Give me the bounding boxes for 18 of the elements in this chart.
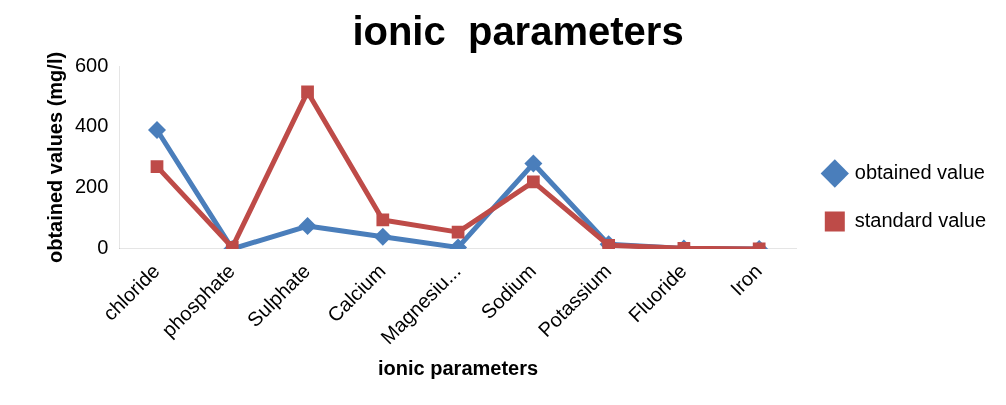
point bbox=[526, 175, 540, 189]
y-tick-label: 600 bbox=[74, 53, 109, 76]
point bbox=[376, 213, 390, 227]
y-tick-label: 200 bbox=[74, 175, 109, 198]
x-axis-title: ionic parameters bbox=[378, 356, 539, 379]
chart-title: ionic parameters bbox=[352, 9, 684, 54]
point bbox=[373, 227, 392, 246]
point bbox=[524, 154, 543, 173]
point bbox=[150, 160, 164, 173]
y-tick-label: 0 bbox=[97, 236, 109, 259]
point bbox=[301, 85, 314, 99]
y-tick-label: 400 bbox=[74, 114, 109, 137]
point bbox=[451, 225, 465, 239]
legend-label: obtained value bbox=[854, 161, 985, 184]
legend-label: standard value bbox=[854, 209, 986, 232]
x-tick-label: Iron bbox=[725, 259, 766, 300]
point bbox=[148, 121, 166, 140]
y-axis-title: obtained values (mg/l) bbox=[43, 51, 66, 264]
